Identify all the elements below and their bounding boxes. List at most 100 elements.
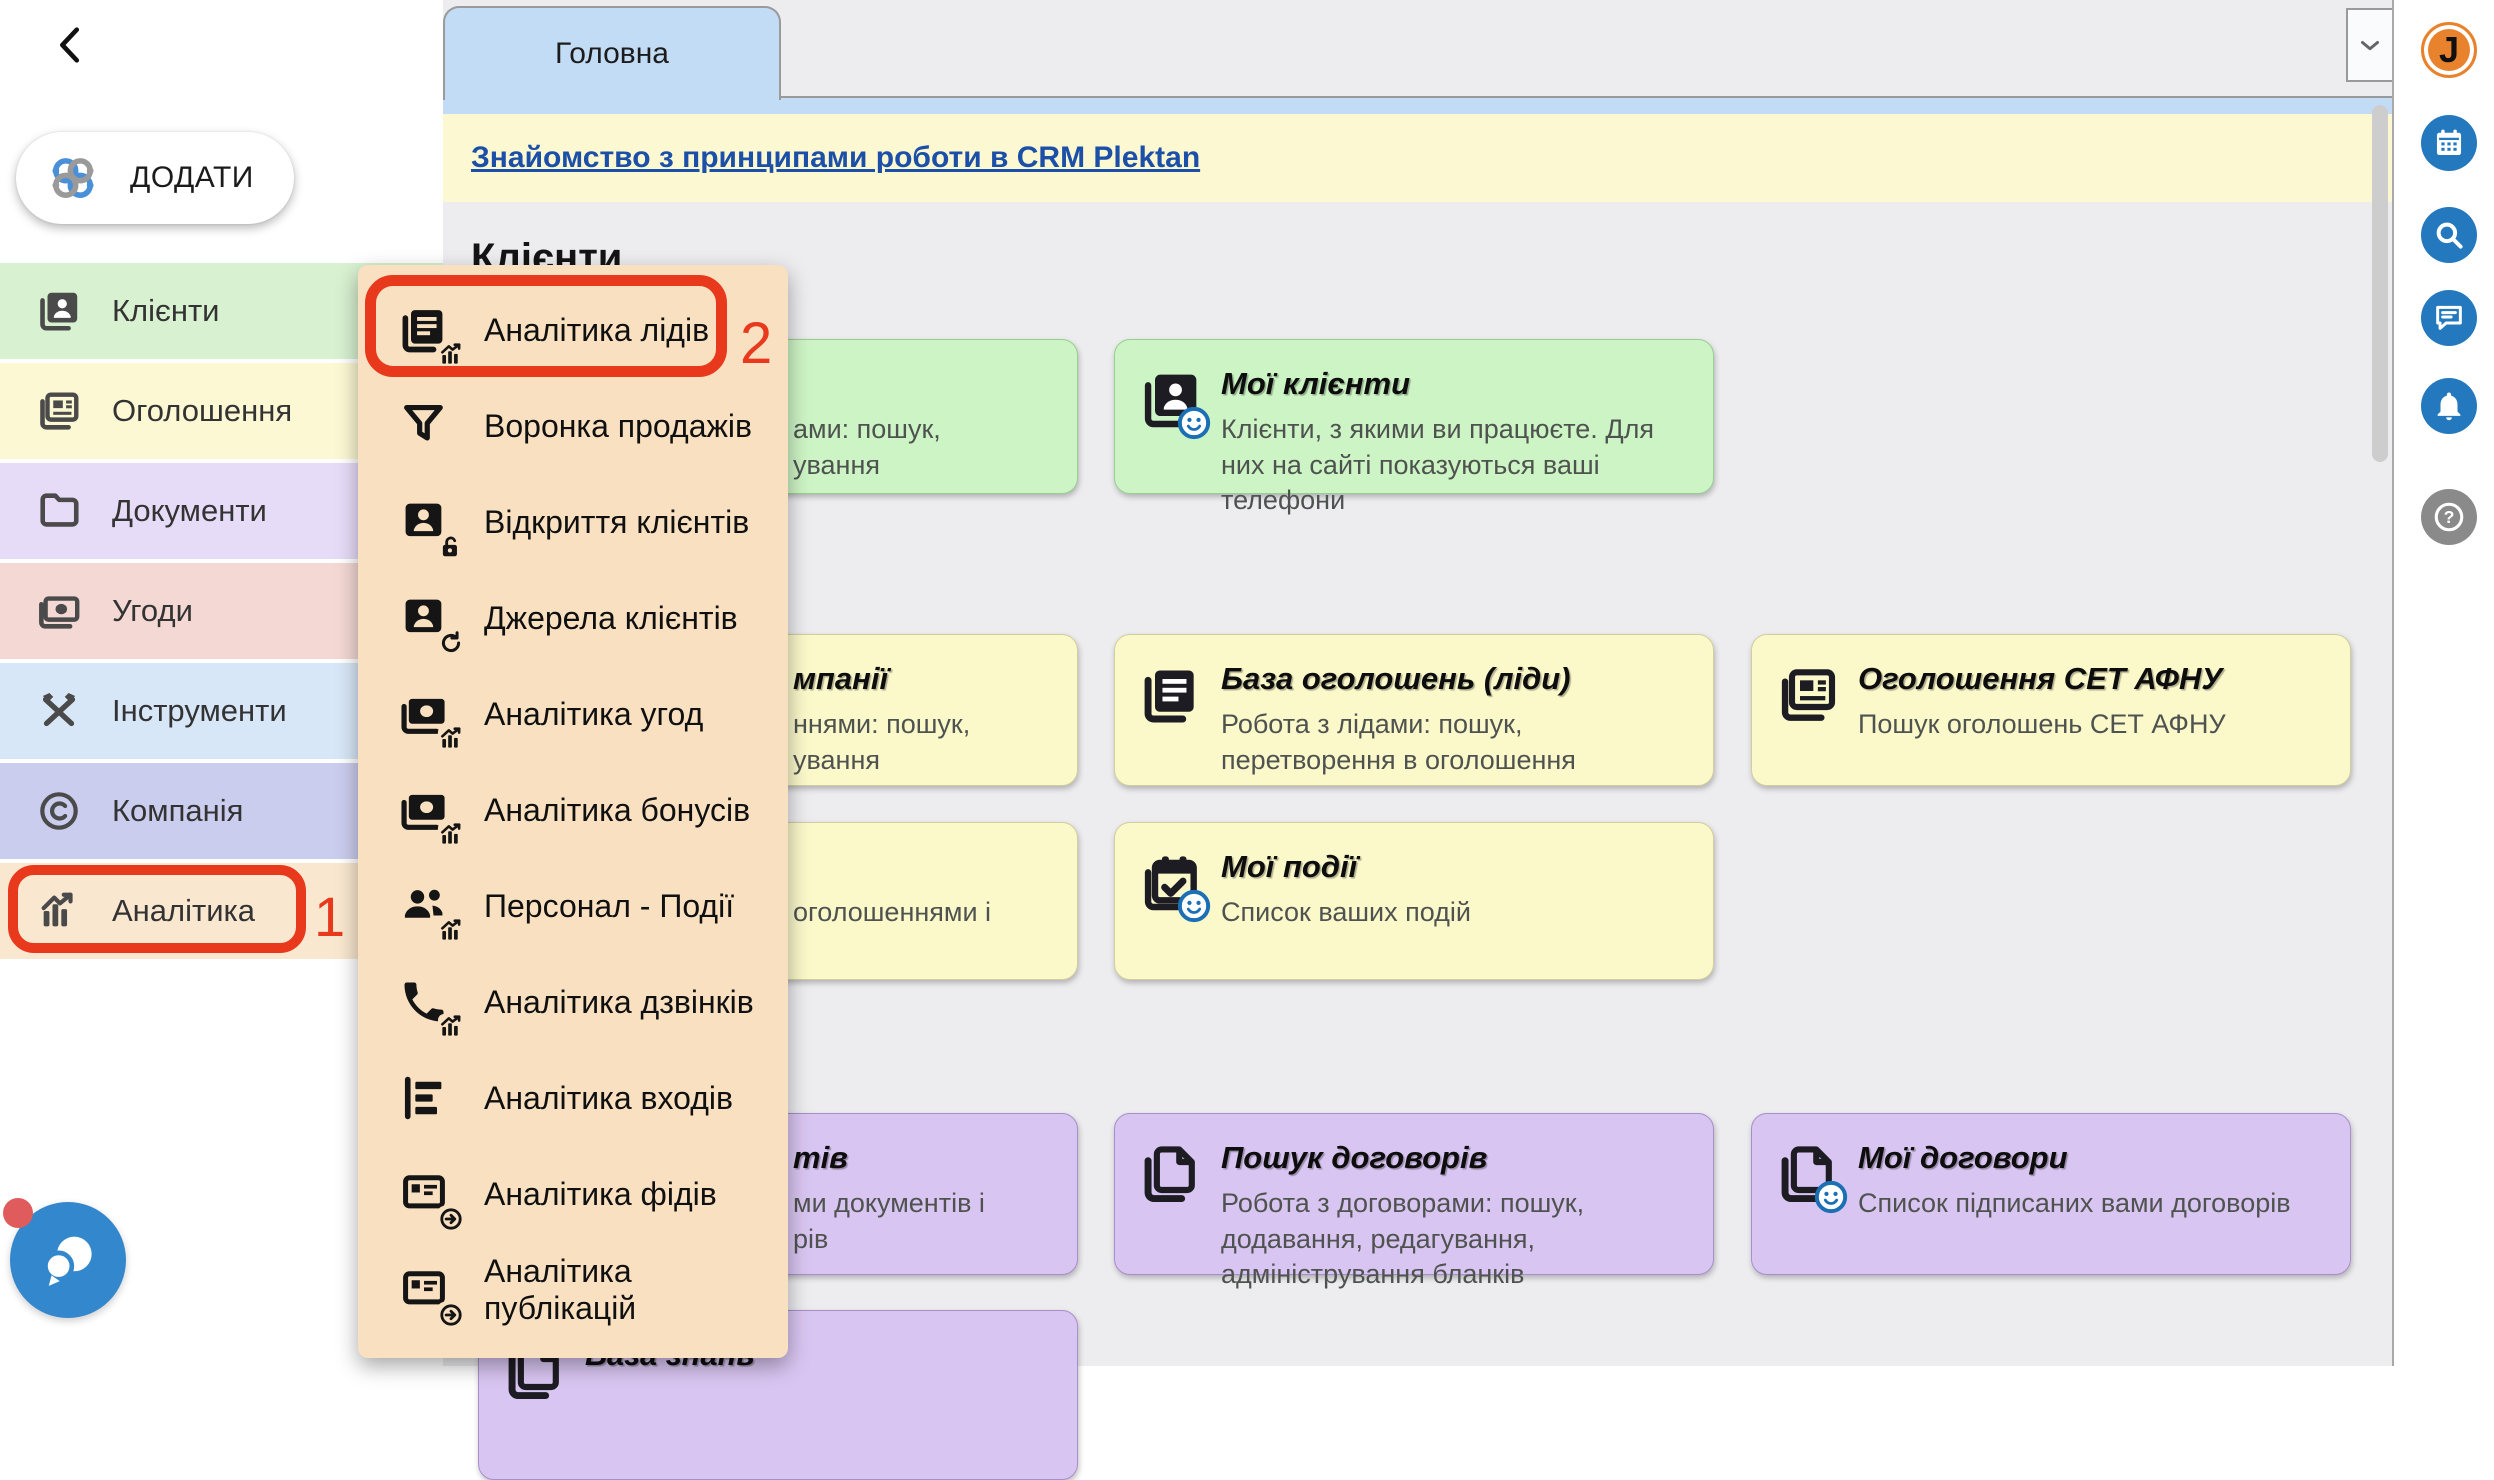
copyright-icon [36,788,82,834]
popup-item-3[interactable]: Джерела клієнтів [358,570,788,666]
popup-item-7[interactable]: Аналітика дзвінків [358,954,788,1050]
card-icon [398,1168,464,1232]
card-title: тів [793,1140,848,1175]
bell-icon [2432,389,2466,423]
popup-item-1[interactable]: Воронка продажів [358,378,788,474]
card-description: ннями: пошук, ування [793,709,971,775]
money-icon [36,588,82,634]
popup-item-label: Джерела клієнтів [484,599,738,636]
analytics-popup-menu: Аналітика лідів Воронка продажів Відкриття… [358,265,788,1358]
sidebar-item-label: Документи [112,493,267,528]
popup-item-label: Аналітика дзвінків [484,983,754,1020]
card-icon [398,1264,464,1328]
sidebar-item-label: Інструменти [112,693,287,728]
popup-item-8[interactable]: Аналітика входів [358,1050,788,1146]
popup-item-label: Аналітика публікацій [484,1253,637,1326]
add-button[interactable]: ДОДАТИ [16,132,294,224]
card-title: мпанії [793,661,889,696]
popup-item-5[interactable]: Аналітика бонусів [358,762,788,858]
dashboard-card-мої-договори[interactable]: Мої договори Список підписаних вами догов… [1751,1113,2351,1275]
smiley-icon [1814,1180,1848,1214]
b-arrow-icon [438,1302,464,1328]
card-description: оголошеннями і [793,897,992,927]
tab-strip [443,96,2392,114]
money2-icon [398,784,464,848]
popup-item-10[interactable]: Аналітика публікацій [358,1242,788,1338]
popup-item-label: Аналітика входів [484,1079,734,1116]
card-title: Мої договори [1858,1140,2068,1175]
dashboard-card-мої-клієнти[interactable]: Мої клієнти Клієнти, з якими ви працюєте.… [1114,339,1714,515]
b-chart-icon [438,1014,464,1040]
contacts-icon [1139,368,1211,440]
popup-item-0[interactable]: Аналітика лідів [358,282,788,378]
sidebar-item-label: Оголошення [112,393,293,428]
phone-icon [398,976,464,1040]
card-description: ами: пошук, ування [793,414,941,480]
rail-chat-button[interactable] [2421,290,2477,346]
sidebar-item-label: Угоди [112,593,193,628]
card-title: Мої події [1221,849,1358,884]
vertical-scrollbar[interactable] [2372,105,2388,462]
sidebar-item-label: Компанія [112,793,244,828]
b-refresh-icon [438,630,464,656]
popup-item-label: Відкриття клієнтів [484,503,750,540]
popup-item-label: Аналітика фідів [484,1175,717,1212]
chat-notification-dot [3,1198,33,1228]
bars-icon [398,1072,450,1124]
card-description: Робота з лідами: пошук, перетворення в о… [1221,709,1576,775]
card-description: ми документів і рів [793,1188,985,1254]
b-lock-icon [438,534,464,560]
b-chart-icon [438,822,464,848]
popup-item-9[interactable]: Аналітика фідів [358,1146,788,1242]
doc-lines-icon [1139,663,1203,727]
pages-icon [1139,1142,1203,1206]
tab-home[interactable]: Головна [443,6,781,100]
b-arrow-icon [438,1206,464,1232]
card-description: Клієнти, з якими ви працюєте. Для них на… [1221,414,1654,516]
newspaper-icon [36,388,82,434]
tab-overflow-dropdown[interactable] [2346,8,2392,82]
card-title [793,849,991,887]
chevron-down-icon [2355,30,2385,60]
intro-link[interactable]: Знайомство з принципами роботи в CRM Ple… [471,141,1201,174]
avatar[interactable]: J [2421,22,2477,78]
rail-calendar-button[interactable] [2421,115,2477,171]
card-title [793,366,941,404]
search-icon [2432,218,2466,252]
people-icon [398,880,464,944]
funnel-icon [398,400,450,452]
popup-item-label: Воронка продажів [484,407,752,444]
app-logo-icon [44,149,102,207]
rail-help-button[interactable]: ? [2421,489,2477,545]
b-chart-icon [438,726,464,752]
pages-icon [1776,1142,1848,1214]
smiley-icon [1177,406,1211,440]
popup-item-label: Аналітика лідів [484,311,710,348]
analytics-icon [36,888,82,934]
dashboard-card-мої-події[interactable]: Мої події Список ваших подій [1114,822,1714,980]
popup-item-4[interactable]: Аналітика угод [358,666,788,762]
popup-item-label: Персонал - Події [484,887,735,924]
smiley-icon [1177,889,1211,923]
add-button-label: ДОДАТИ [130,161,254,194]
dashboard-card-оголошення-сет-афну[interactable]: Оголошення СЕТ АФНУ Пошук оголошень СЕТ А… [1751,634,2351,786]
calendar-check-icon [1139,851,1211,923]
back-button[interactable] [48,22,94,68]
card-title: Оголошення СЕТ АФНУ [1858,661,2223,696]
card-description: Робота з договорами: пошук, додавання, р… [1221,1188,1585,1290]
rail-search-button[interactable] [2421,207,2477,263]
person-card-icon [398,496,464,560]
rail-bell-button[interactable] [2421,378,2477,434]
dashboard-card-база-оголошень-ліди-[interactable]: База оголошень (ліди) Робота з лідами: по… [1114,634,1714,786]
card-title: База оголошень (ліди) [1221,661,1571,696]
dashboard-card-пошук-договорів[interactable]: Пошук договорів Робота з договорами: пошу… [1114,1113,1714,1289]
help-icon: ? [2432,500,2466,534]
intro-banner: Знайомство з принципами роботи в CRM Ple… [443,114,2392,202]
newspaper-icon [1776,663,1840,727]
popup-item-2[interactable]: Відкриття клієнтів [358,474,788,570]
card-title: Пошук договорів [1221,1140,1488,1175]
chevron-left-icon [48,22,94,68]
b-chart-icon [438,918,464,944]
popup-item-6[interactable]: Персонал - Події [358,858,788,954]
chat-bubbles-icon [35,1227,101,1293]
